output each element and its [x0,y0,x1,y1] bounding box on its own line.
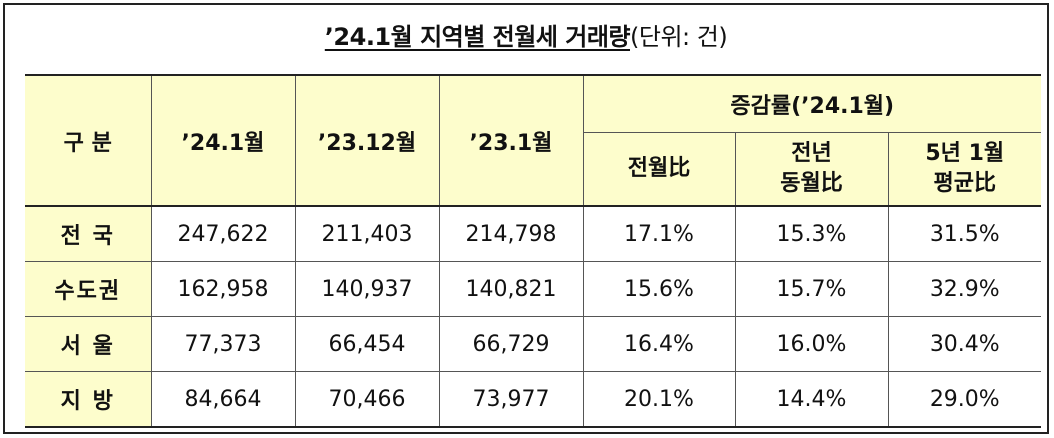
cell-2312: 66,454 [294,316,440,372]
row-label: 지 방 [25,371,152,428]
row-label: 전 국 [25,205,152,262]
header-mom: 전월比 [583,132,736,207]
cell-yoy: 16.0% [734,316,889,372]
cell-yoy: 14.4% [734,371,889,428]
cell-2301: 214,798 [438,205,584,262]
header-category: 구 분 [25,74,152,207]
cell-mom: 20.1% [582,371,736,428]
cell-avg5: 29.0% [887,371,1042,428]
rental-transactions-table: 구 분 ’24.1월 ’23.12월 ’23.1월 증감률(’24.1월) 전월… [25,74,1042,428]
header-avg5: 5년 1월 평균比 [887,132,1042,207]
cell-avg5: 32.9% [887,261,1042,317]
header-yoy-line1: 전년 [791,141,832,166]
cell-mom: 15.6% [582,261,736,317]
table-row: 수도권 162,958 140,937 140,821 15.6% 15.7% … [25,261,1042,317]
row-label: 서 울 [25,316,152,372]
header-yoy: 전년 동월比 [734,132,889,207]
header-row-1: 구 분 ’24.1월 ’23.12월 ’23.1월 증감률(’24.1월) [25,74,1042,207]
header-change-group: 증감률(’24.1월) [582,74,1042,133]
cell-2312: 70,466 [294,371,440,428]
header-avg5-line2: 평균比 [933,171,996,196]
table-row: 전 국 247,622 211,403 214,798 17.1% 15.3% … [25,205,1042,262]
header-row-2: 전월比 전년 동월比 5년 1월 평균比 [25,132,1042,207]
cell-2312: 140,937 [294,261,440,317]
document-frame: ’24.1월 지역별 전월세 거래량(단위: 건) 구 분 ’24.1월 ’23… [3,3,1049,434]
cell-2301: 66,729 [438,316,584,372]
cell-2301: 140,821 [438,261,584,317]
cell-yoy: 15.7% [734,261,889,317]
table-title: ’24.1월 지역별 전월세 거래량(단위: 건) [5,17,1047,52]
table-row: 서 울 77,373 66,454 66,729 16.4% 16.0% 30.… [25,316,1042,372]
title-main: ’24.1월 지역별 전월세 거래량 [324,23,631,51]
title-unit: (단위: 건) [630,23,728,51]
header-2401: ’24.1월 [150,74,296,207]
cell-mom: 16.4% [582,316,736,372]
cell-2312: 211,403 [294,205,440,262]
cell-2401: 77,373 [150,316,296,372]
cell-2401: 247,622 [150,205,296,262]
header-2312: ’23.12월 [294,74,440,207]
row-label: 수도권 [25,261,152,317]
header-avg5-line1: 5년 1월 [925,141,1005,166]
cell-avg5: 31.5% [887,205,1042,262]
cell-avg5: 30.4% [887,316,1042,372]
header-yoy-line2: 동월比 [780,171,843,196]
table-row: 지 방 84,664 70,466 73,977 20.1% 14.4% 29.… [25,371,1042,428]
cell-yoy: 15.3% [734,205,889,262]
cell-2401: 162,958 [150,261,296,317]
cell-2301: 73,977 [438,371,584,428]
cell-2401: 84,664 [150,371,296,428]
header-2301: ’23.1월 [438,74,584,207]
cell-mom: 17.1% [582,205,736,262]
